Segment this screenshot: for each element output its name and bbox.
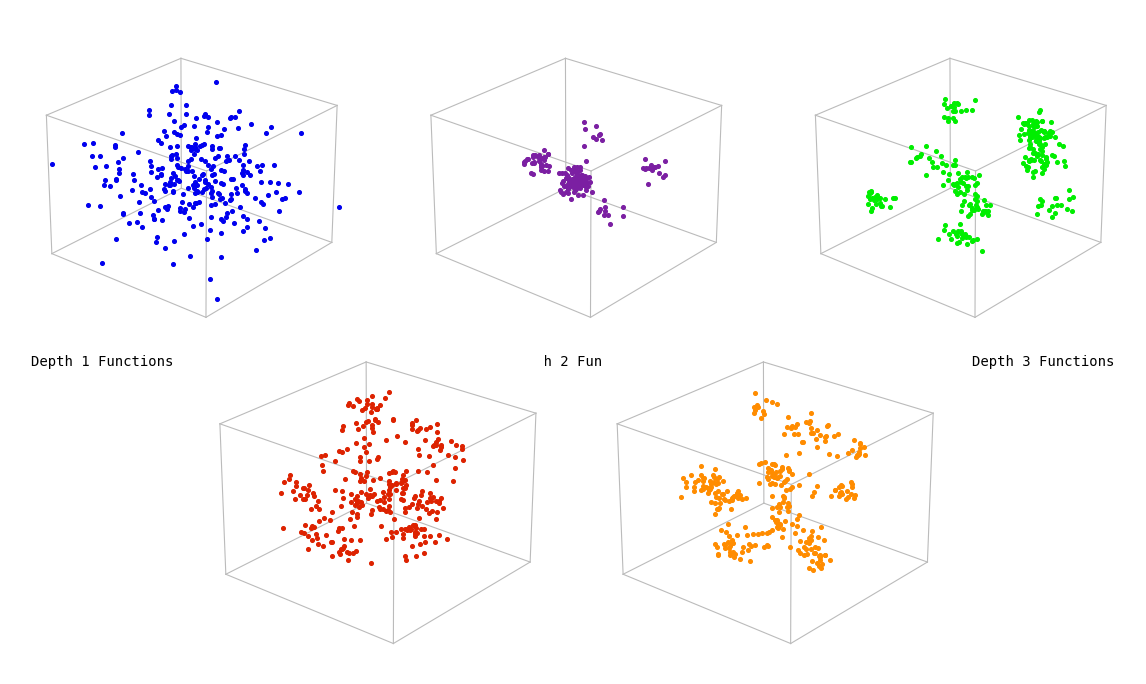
Text: Depth 2 Functions: Depth 2 Functions (510, 354, 652, 369)
Text: Depth 3 Functions: Depth 3 Functions (973, 354, 1115, 369)
Text: Depth 1 Functions: Depth 1 Functions (31, 354, 173, 369)
